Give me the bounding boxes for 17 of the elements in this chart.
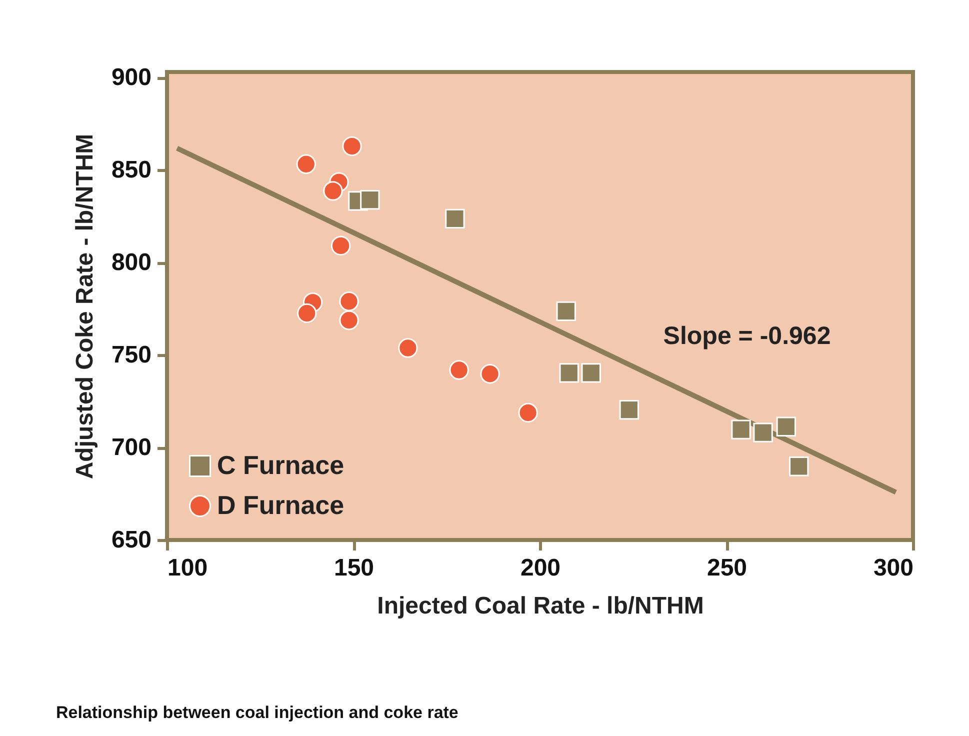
x-tick-label: 200	[520, 554, 561, 582]
legend-label: C Furnace	[217, 450, 344, 480]
y-tick-label: 750	[111, 342, 152, 369]
y-tick-label: 850	[111, 156, 152, 184]
y-axis-title: Adjusted Coke Rate - lb/NTHM	[71, 134, 98, 480]
x-tick-label: 100	[168, 554, 208, 582]
text: Relationship between coal injection and coke rate	[56, 703, 458, 722]
y-tick-label: 650	[111, 526, 152, 554]
y-tick-label: 800	[111, 249, 152, 276]
y-tick-label: 700	[111, 434, 152, 462]
x-tick-label: 250	[706, 554, 748, 582]
x-tick-label: 150	[334, 554, 374, 582]
y-tick-label: 900	[111, 64, 152, 92]
x-tick-label: 300	[873, 554, 914, 582]
annotation: Slope = -0.962	[663, 322, 831, 350]
x-axis-title: Injected Coal Rate - lb/NTHM	[377, 592, 704, 620]
legend-label: D Furnace	[217, 490, 344, 520]
